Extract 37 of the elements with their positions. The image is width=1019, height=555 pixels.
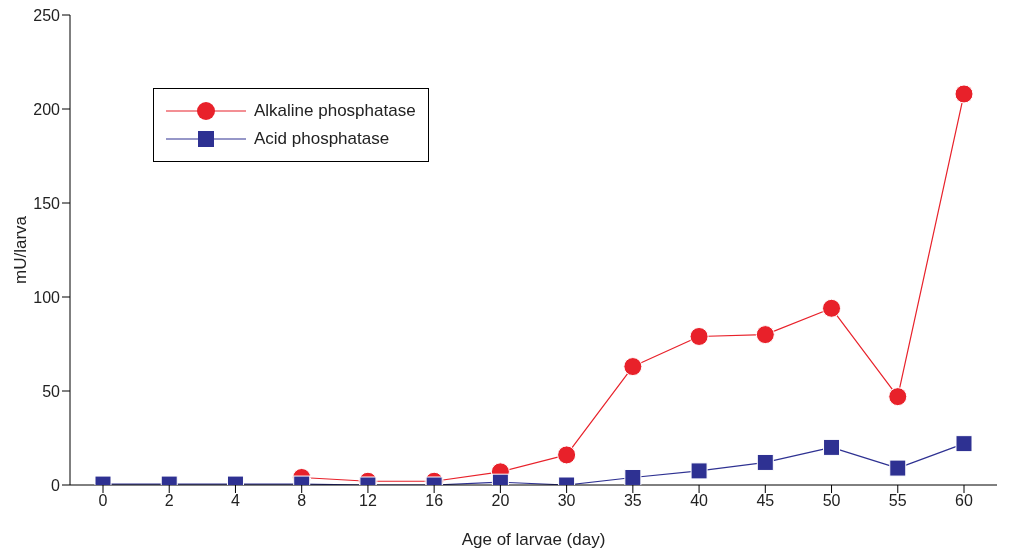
x-tick-label: 16 <box>425 492 444 510</box>
point <box>954 84 974 104</box>
x-tick-label: 50 <box>822 492 841 510</box>
legend-label: Alkaline phosphatase <box>254 101 416 121</box>
point <box>822 298 842 318</box>
y-tick-label: 50 <box>42 382 61 400</box>
x-tick-label: 35 <box>623 492 642 510</box>
point <box>889 459 907 477</box>
point <box>888 387 908 407</box>
point <box>623 357 643 377</box>
y-tick-label: 250 <box>33 6 61 24</box>
x-tick-label: 60 <box>955 492 973 510</box>
x-tick-label: 12 <box>359 492 377 510</box>
y-tick-label: 150 <box>33 194 61 212</box>
y-tick-label: 100 <box>33 288 61 306</box>
point <box>689 326 709 346</box>
point <box>823 438 841 456</box>
x-tick-label: 8 <box>297 492 307 510</box>
y-tick-label: 0 <box>51 476 61 494</box>
x-axis-title: Age of larvae (day) <box>461 530 606 549</box>
x-tick-label: 0 <box>98 492 108 510</box>
x-tick-label: 40 <box>690 492 709 510</box>
x-tick-label: 45 <box>756 492 775 510</box>
y-axis-title: mU/larva <box>11 215 31 285</box>
x-tick-label: 4 <box>231 492 241 510</box>
point <box>955 435 973 453</box>
legend-label: Acid phosphatase <box>254 129 390 149</box>
point <box>624 468 642 485</box>
point <box>557 445 577 465</box>
point <box>756 453 774 471</box>
x-tick-label: 30 <box>557 492 576 510</box>
point <box>755 325 775 345</box>
x-tick-label: 55 <box>888 492 907 510</box>
x-tick-label: 2 <box>164 492 174 510</box>
y-tick-label: 200 <box>33 100 61 118</box>
x-tick-label: 20 <box>491 492 510 510</box>
point <box>690 462 708 480</box>
